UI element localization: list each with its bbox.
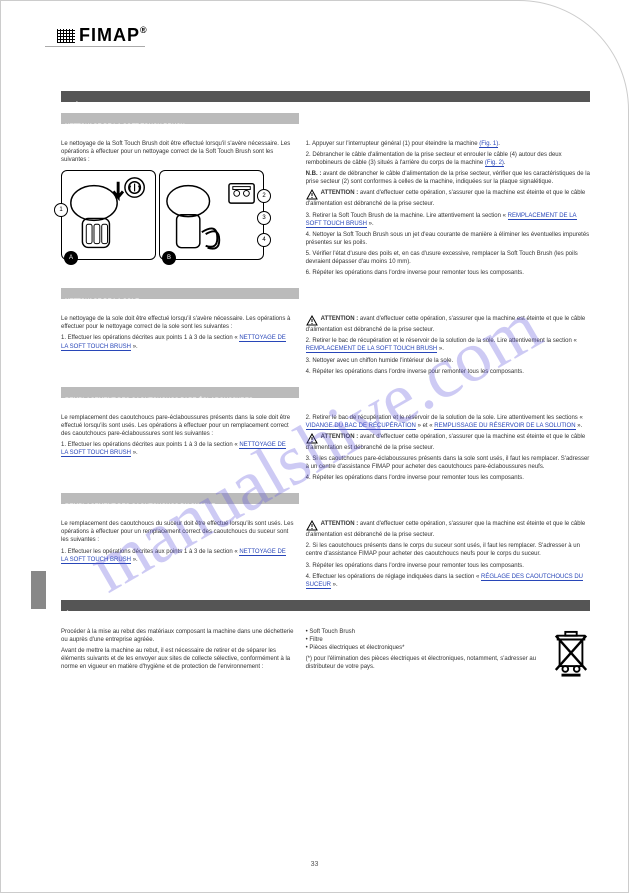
page-number: 33 bbox=[311, 861, 319, 868]
figure-2-svg bbox=[163, 174, 260, 256]
rubber-intro: Le remplacement des caoutchoucs pare-écl… bbox=[61, 414, 294, 438]
soft-step2: 2. Débrancher le câble d'alimentation de… bbox=[306, 151, 590, 167]
figure-1-svg bbox=[65, 174, 152, 256]
disp-foot: (*) pour l'élimination des pièces électr… bbox=[306, 655, 590, 671]
two-column: Procéder à la mise au rebut des matériau… bbox=[61, 628, 590, 680]
soft-nb: N.B. : avant de débrancher le câble d'al… bbox=[306, 170, 590, 186]
sq-intro: Le remplacement des caoutchoucs du suceu… bbox=[61, 520, 294, 544]
soft-step4: 4. Nettoyer la Soft Touch Brush sous un … bbox=[306, 231, 590, 247]
base-title: NETTOYAGE DE LA SOLE bbox=[65, 299, 139, 305]
rubber-step2: 2. Retirer le bac de récupération et le … bbox=[306, 414, 590, 430]
disp-p1: Procéder à la mise au rebut des matériau… bbox=[61, 628, 294, 644]
figure-2: 2 3 4 B bbox=[159, 170, 264, 260]
base-step2: 2. Retirer le bac de récupération et le … bbox=[306, 337, 590, 353]
page-frame: FIMAP® OPÉRATIONS D'ENTRETIEN EXTRAORDIN… bbox=[0, 0, 629, 893]
warning-icon bbox=[306, 433, 318, 444]
rubber-step3: 3. Si les caoutchoucs pare-éclaboussures… bbox=[306, 455, 590, 471]
figure-row: 1 A 2 bbox=[61, 170, 294, 260]
sq-step3: 3. Répéter les opérations dans l'ordre i… bbox=[306, 562, 590, 570]
callout-4: 4 bbox=[257, 233, 271, 247]
callout-2: 2 bbox=[257, 189, 271, 203]
callout-B: B bbox=[162, 251, 176, 265]
soft-step3: 3. Retirer la Soft Touch Brush de la mac… bbox=[306, 212, 590, 228]
fig1-link[interactable]: (Fig. 1) bbox=[479, 141, 498, 148]
weee-icon bbox=[552, 630, 590, 678]
soft-intro: Le nettoyage de la Soft Touch Brush doit… bbox=[61, 140, 294, 164]
disp-list: • Soft Touch Brush • Filtre • Pièces éle… bbox=[306, 628, 590, 652]
warning-icon bbox=[306, 189, 318, 200]
soft-clean-title: NETTOYAGE DE LA SOFT TOUCH BRUSH bbox=[65, 124, 185, 130]
rubber-link1[interactable]: VIDANGE DU BAC DE RÉCUPÉRATION bbox=[306, 423, 416, 430]
sq-step4: 4. Effectuer les opérations de réglage i… bbox=[306, 573, 590, 589]
base-step2-link[interactable]: REMPLACEMENT DE LA SOFT TOUCH BRUSH bbox=[306, 346, 438, 353]
rubber-warn: ATTENTION : avant d'effectuer cette opér… bbox=[306, 433, 590, 452]
disposal-title: ÉLIMINATION bbox=[65, 611, 107, 618]
callout-A: A bbox=[64, 251, 78, 265]
disp-p2: Avant de mettre la machine au rebut, il … bbox=[61, 647, 294, 671]
brand-logo: FIMAP® bbox=[57, 25, 148, 46]
fig2-link[interactable]: (Fig. 2) bbox=[485, 160, 504, 167]
two-column: Le nettoyage de la Soft Touch Brush doit… bbox=[61, 140, 590, 280]
figure-1: 1 A bbox=[61, 170, 156, 260]
sq-step1: 1. Effectuer les opérations décrites aux… bbox=[61, 548, 294, 564]
two-column: Le nettoyage de la sole doit être effect… bbox=[61, 315, 590, 378]
warning-icon bbox=[306, 315, 318, 326]
logo-mark: ® bbox=[140, 25, 148, 35]
base-step3: 3. Nettoyer avec un chiffon humide l'int… bbox=[306, 357, 590, 365]
soft-step1: 1. Appuyer sur l'interrupteur général (1… bbox=[306, 140, 590, 148]
rubber-step1: 1. Effectuer les opérations décrites aux… bbox=[61, 441, 294, 457]
soft-warn: ATTENTION : avant d'effectuer cette opér… bbox=[306, 189, 590, 208]
maint-title: OPÉRATIONS D'ENTRETIEN EXTRAORDINAIRE bbox=[65, 102, 213, 109]
rubber-step4: 4. Répéter les opérations dans l'ordre i… bbox=[306, 474, 590, 482]
content-area: OPÉRATIONS D'ENTRETIEN EXTRAORDINAIRE NE… bbox=[61, 91, 590, 852]
sq-step2: 2. Si les caoutchoucs présents dans le c… bbox=[306, 542, 590, 558]
squeegee-title: REMPLACEMENT DES CAOUTCHOUCS DU SUCEUR bbox=[65, 504, 216, 510]
rubber-link2[interactable]: REMPLISSAGE DU RÉSERVOIR DE LA SOLUTION bbox=[434, 423, 575, 430]
soft-step6: 6. Répéter les opérations dans l'ordre i… bbox=[306, 269, 590, 277]
logo-divider bbox=[45, 46, 145, 47]
callout-3: 3 bbox=[257, 211, 271, 225]
language-tab bbox=[31, 571, 46, 609]
logo-text: FIMAP bbox=[79, 25, 140, 45]
rubber-title: REMPLACEMENT DES CAOUTCHOUCS PARE-ÉCLABO… bbox=[65, 398, 253, 404]
two-column: Le remplacement des caoutchoucs du suceu… bbox=[61, 520, 590, 592]
sq-warn: ATTENTION : avant d'effectuer cette opér… bbox=[306, 520, 590, 539]
warning-icon bbox=[306, 520, 318, 531]
base-warn: ATTENTION : avant d'effectuer cette opér… bbox=[306, 315, 590, 334]
base-intro: Le nettoyage de la sole doit être effect… bbox=[61, 315, 294, 331]
soft-step5: 5. Vérifier l'état d'usure des poils et,… bbox=[306, 250, 590, 266]
two-column: Le remplacement des caoutchoucs pare-écl… bbox=[61, 414, 590, 486]
base-step1: 1. Effectuer les opérations décrites aux… bbox=[61, 334, 294, 350]
base-step4: 4. Répéter les opérations dans l'ordre i… bbox=[306, 368, 590, 376]
